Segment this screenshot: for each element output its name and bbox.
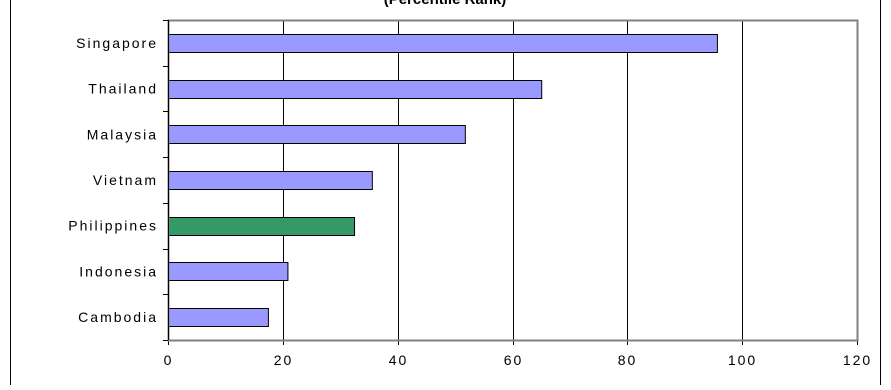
x-tick-label-120: 120 xyxy=(843,352,872,368)
axis-layer xyxy=(163,19,859,345)
bar-philippines xyxy=(168,217,356,236)
x-tick-label-80: 80 xyxy=(618,352,638,368)
bar-vietnam xyxy=(168,171,373,190)
x-tick-label-60: 60 xyxy=(504,352,524,368)
bar-singapore xyxy=(168,34,718,53)
bar-thailand xyxy=(168,80,543,99)
category-label-indonesia: Indonesia xyxy=(79,263,158,279)
bars-layer xyxy=(168,34,718,327)
x-tick-label-0: 0 xyxy=(164,352,174,368)
x-tick-label-20: 20 xyxy=(274,352,294,368)
category-label-vietnam: Vietnam xyxy=(93,172,158,188)
chart-title: (Percentile Rank) xyxy=(384,0,507,8)
category-label-cambodia: Cambodia xyxy=(78,309,158,325)
bar-indonesia xyxy=(168,262,289,281)
bar-cambodia xyxy=(168,308,269,327)
labels-layer: 0 20 40 60 80 100 120 Singapore Thailand Malaysia… xyxy=(68,35,872,368)
category-label-philippines: Philippines xyxy=(68,218,158,234)
x-tick-label-40: 40 xyxy=(389,352,409,368)
category-label-singapore: Singapore xyxy=(76,35,158,51)
category-label-thailand: Thailand xyxy=(88,81,158,97)
bar-malaysia xyxy=(168,125,466,144)
x-tick-label-100: 100 xyxy=(728,352,757,368)
category-label-malaysia: Malaysia xyxy=(87,126,158,142)
